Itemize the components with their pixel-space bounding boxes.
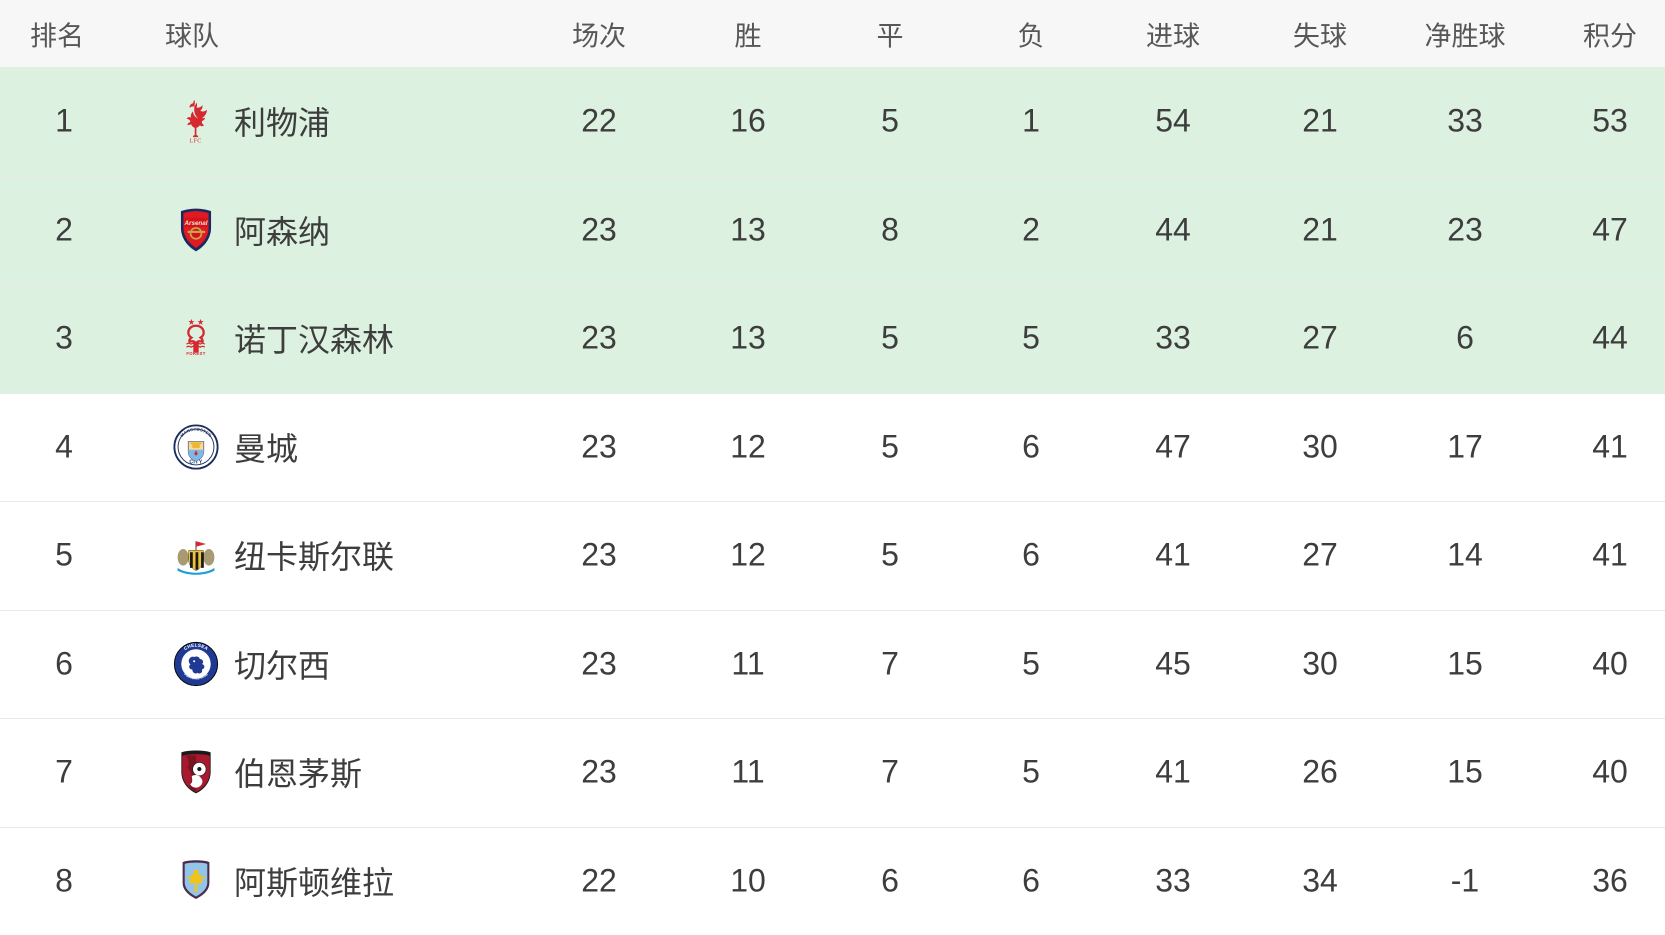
svg-text:Arsenal: Arsenal bbox=[184, 220, 208, 227]
svg-text:FOREST: FOREST bbox=[186, 351, 205, 356]
svg-text:LFC: LFC bbox=[189, 139, 201, 145]
